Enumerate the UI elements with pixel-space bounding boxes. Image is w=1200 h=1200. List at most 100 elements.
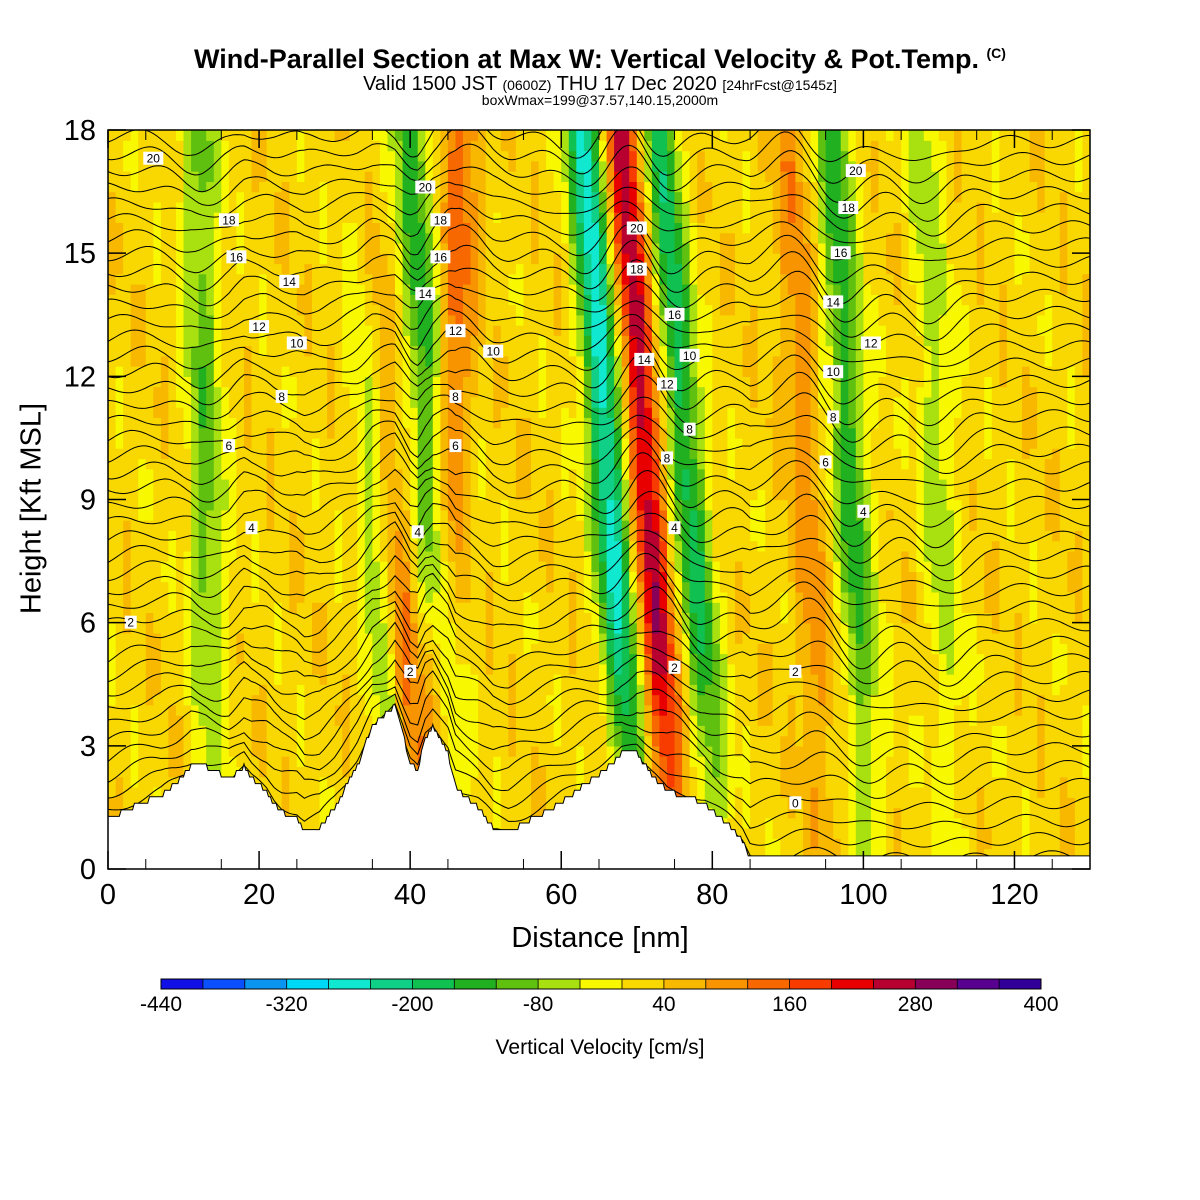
velocity-cell bbox=[599, 479, 615, 490]
velocity-cell bbox=[863, 253, 887, 265]
velocity-cell bbox=[485, 201, 532, 213]
velocity-cell bbox=[342, 284, 366, 295]
velocity-cell bbox=[984, 232, 1015, 244]
velocity-cell bbox=[372, 468, 381, 480]
velocity-cell bbox=[848, 345, 857, 357]
velocity-cell bbox=[274, 468, 313, 480]
velocity-cell bbox=[651, 140, 668, 152]
velocity-cell bbox=[651, 232, 661, 244]
velocity-cell bbox=[810, 632, 827, 644]
velocity-cell bbox=[583, 171, 593, 182]
velocity-cell bbox=[870, 458, 902, 470]
velocity-cell bbox=[281, 622, 313, 634]
velocity-cell bbox=[342, 376, 366, 388]
velocity-cell bbox=[697, 745, 713, 757]
velocity-cell bbox=[447, 304, 464, 316]
velocity-cell bbox=[508, 540, 540, 552]
velocity-cell bbox=[289, 797, 321, 809]
velocity-cell bbox=[417, 345, 426, 357]
velocity-cell bbox=[644, 745, 653, 757]
velocity-cell bbox=[954, 427, 985, 439]
velocity-cell bbox=[372, 212, 389, 223]
velocity-cell bbox=[855, 653, 872, 665]
velocity-cell bbox=[704, 581, 713, 593]
velocity-cell bbox=[644, 304, 653, 316]
velocity-cell bbox=[651, 643, 668, 655]
velocity-cell bbox=[440, 160, 449, 172]
velocity-cell bbox=[447, 458, 464, 470]
velocity-cell bbox=[515, 704, 555, 716]
velocity-cell bbox=[976, 786, 985, 798]
velocity-cell bbox=[606, 663, 615, 675]
velocity-cell bbox=[697, 437, 706, 449]
velocity-cell bbox=[357, 437, 366, 449]
velocity-cell bbox=[840, 530, 864, 542]
velocity-cell bbox=[508, 735, 517, 747]
velocity-cell bbox=[274, 653, 283, 665]
velocity-cell bbox=[228, 704, 253, 716]
velocity-cell bbox=[946, 653, 955, 665]
velocity-cell bbox=[266, 130, 298, 141]
velocity-cell bbox=[425, 540, 434, 552]
velocity-cell bbox=[402, 304, 411, 316]
velocity-cell bbox=[674, 725, 683, 737]
velocity-cell bbox=[659, 509, 668, 521]
velocity-cell bbox=[742, 222, 751, 234]
velocity-cell bbox=[289, 366, 328, 377]
velocity-cell bbox=[183, 561, 192, 572]
velocity-cell bbox=[735, 468, 774, 480]
velocity-cell bbox=[644, 314, 653, 326]
velocity-cell bbox=[674, 550, 683, 562]
velocity-cell bbox=[1022, 684, 1053, 696]
velocity-cell bbox=[130, 591, 170, 603]
velocity-cell bbox=[591, 160, 600, 172]
velocity-cell bbox=[840, 386, 849, 398]
velocity-cell bbox=[772, 468, 796, 480]
velocity-cell bbox=[387, 684, 396, 696]
velocity-cell bbox=[667, 140, 676, 152]
velocity-cell bbox=[478, 314, 487, 326]
velocity-cell bbox=[938, 407, 963, 418]
velocity-cell bbox=[523, 273, 555, 285]
velocity-cell bbox=[614, 622, 623, 634]
velocity-cell bbox=[697, 386, 706, 398]
velocity-cell bbox=[372, 201, 389, 213]
velocity-cell bbox=[840, 294, 849, 306]
velocity-cell bbox=[417, 325, 434, 336]
velocity-cell bbox=[228, 571, 253, 583]
velocity-cell bbox=[447, 725, 479, 737]
velocity-cell bbox=[946, 253, 978, 265]
velocity-cell bbox=[1082, 366, 1090, 377]
velocity-cell bbox=[780, 232, 804, 244]
velocity-cell bbox=[795, 653, 812, 665]
velocity-cell bbox=[485, 232, 532, 244]
velocity-cell bbox=[848, 602, 857, 613]
velocity-cell bbox=[833, 489, 842, 501]
velocity-cell bbox=[372, 325, 381, 336]
velocity-cell bbox=[667, 191, 676, 203]
velocity-cell bbox=[1074, 181, 1084, 193]
velocity-cell bbox=[931, 376, 940, 388]
velocity-cell bbox=[568, 253, 577, 265]
velocity-cell bbox=[629, 602, 638, 613]
velocity-cell bbox=[478, 694, 509, 706]
velocity-cell bbox=[198, 325, 215, 336]
velocity-cell bbox=[342, 571, 358, 583]
velocity-cell bbox=[780, 171, 789, 182]
velocity-cell bbox=[727, 591, 736, 603]
velocity-cell bbox=[591, 448, 600, 460]
velocity-cell bbox=[840, 571, 849, 583]
velocity-cell bbox=[976, 838, 993, 850]
velocity-cell bbox=[833, 520, 842, 531]
velocity-cell bbox=[621, 550, 630, 562]
velocity-cell bbox=[478, 684, 509, 696]
velocity-cell bbox=[183, 160, 192, 172]
velocity-cell bbox=[750, 756, 781, 767]
velocity-cell bbox=[327, 253, 343, 265]
velocity-cell bbox=[1074, 612, 1084, 624]
velocity-cell bbox=[274, 191, 290, 203]
velocity-cell bbox=[1006, 345, 1046, 357]
velocity-cell bbox=[319, 807, 336, 819]
velocity-cell bbox=[576, 366, 585, 377]
velocity-cell bbox=[387, 201, 396, 213]
